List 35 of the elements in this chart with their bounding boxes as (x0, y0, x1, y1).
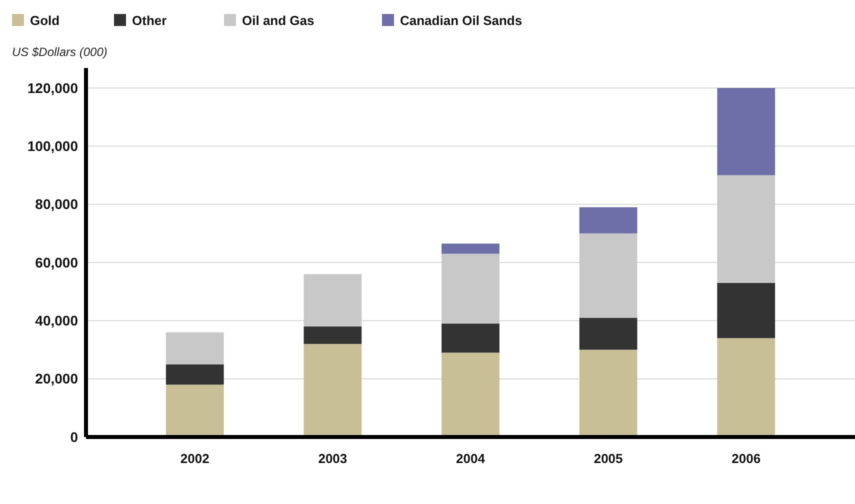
bar (442, 254, 500, 324)
bar (166, 332, 224, 364)
legend-label: Oil and Gas (242, 13, 314, 28)
bar (717, 338, 776, 437)
legend-label: Gold (30, 13, 60, 28)
x-tick-label: 2003 (318, 451, 348, 466)
y-tick-label: 100,000 (27, 138, 78, 154)
bar (579, 233, 638, 318)
x-tick-label: 2004 (456, 451, 486, 466)
bar (166, 384, 224, 437)
y-tick-label: 0 (70, 428, 78, 445)
bar (579, 318, 638, 350)
bar (579, 207, 638, 234)
bar (442, 352, 500, 437)
y-tick-label: 20,000 (35, 370, 78, 387)
bar (717, 88, 776, 176)
y-tick-label: 40,000 (35, 312, 78, 329)
bar (442, 324, 500, 353)
bar (579, 350, 638, 437)
bar (304, 326, 362, 344)
legend-label: Other (132, 13, 167, 28)
legend-label: Canadian Oil Sands (400, 13, 522, 28)
x-tick-label: 2006 (732, 451, 761, 466)
y-tick-label: 80,000 (35, 196, 78, 212)
y-tick-label: 60,000 (35, 254, 78, 270)
x-tick-label: 2002 (180, 451, 210, 466)
bar (442, 244, 500, 254)
bar (717, 175, 776, 283)
y-axis-title: US $Dollars (000) (12, 45, 108, 59)
bar (304, 344, 362, 437)
bar (304, 274, 362, 326)
bar (717, 282, 776, 338)
bar (166, 364, 224, 385)
x-tick-label: 2005 (594, 451, 623, 466)
y-tick-label: 120,000 (27, 80, 78, 96)
